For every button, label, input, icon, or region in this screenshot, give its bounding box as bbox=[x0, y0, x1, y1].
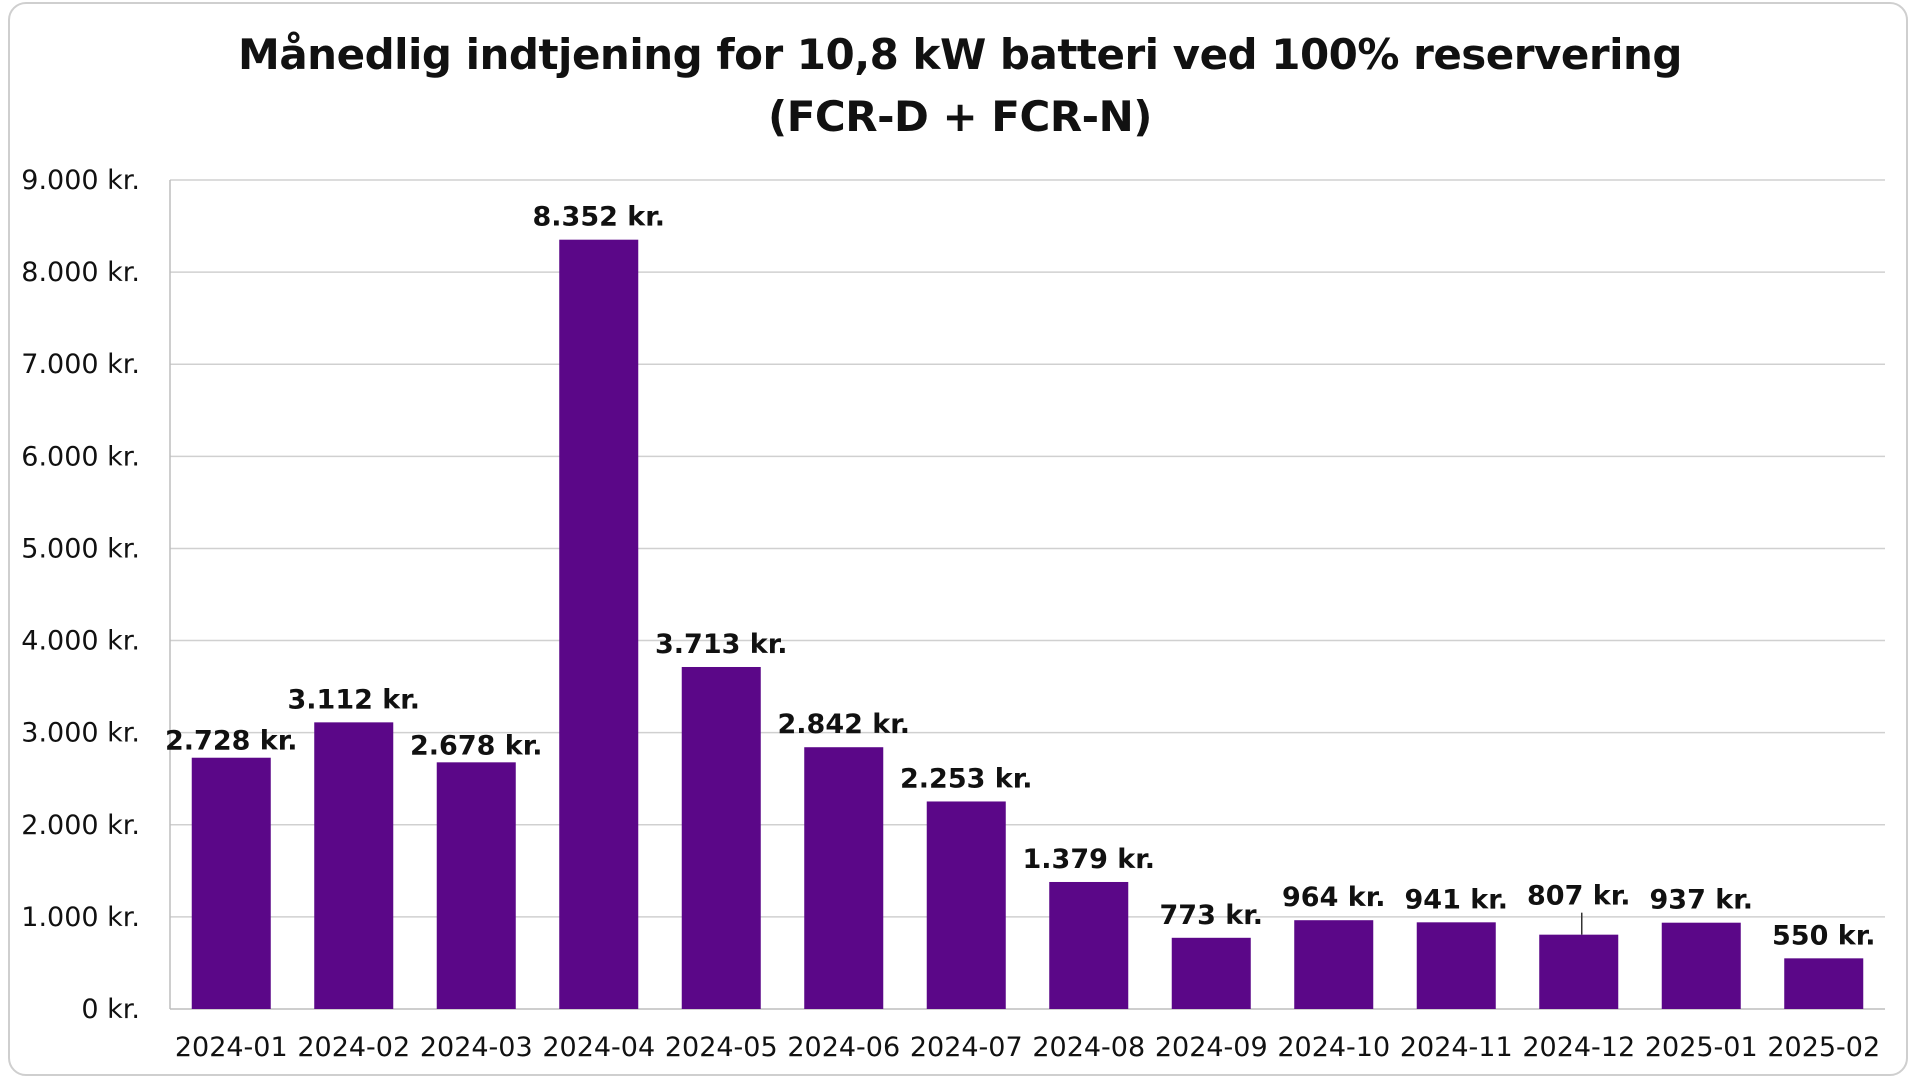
y-tick-label: 7.000 kr. bbox=[21, 349, 140, 380]
bar bbox=[1784, 958, 1864, 1009]
data-label: 1.379 kr. bbox=[1023, 844, 1155, 875]
bar bbox=[436, 762, 516, 1009]
x-tick-label: 2024-08 bbox=[1032, 1032, 1145, 1063]
data-label: 3.112 kr. bbox=[288, 684, 420, 715]
y-tick-label: 9.000 kr. bbox=[21, 165, 140, 196]
bar bbox=[1539, 934, 1619, 1009]
data-label: 2.728 kr. bbox=[165, 726, 297, 757]
data-label: 937 kr. bbox=[1650, 885, 1753, 916]
x-tick-label: 2025-01 bbox=[1645, 1032, 1758, 1063]
data-label: 964 kr. bbox=[1282, 882, 1385, 913]
data-label: 2.253 kr. bbox=[900, 763, 1032, 794]
data-label: 941 kr. bbox=[1405, 884, 1508, 915]
x-tick-label: 2024-05 bbox=[665, 1032, 778, 1063]
bar bbox=[559, 239, 639, 1010]
bars bbox=[191, 239, 1864, 1010]
x-tick-label: 2024-10 bbox=[1277, 1032, 1390, 1063]
y-tick-label: 4.000 kr. bbox=[21, 626, 140, 657]
data-label: 807 kr. bbox=[1527, 881, 1630, 912]
x-tick-label: 2024-06 bbox=[787, 1032, 900, 1063]
bar bbox=[1171, 937, 1251, 1009]
data-label: 550 kr. bbox=[1772, 920, 1875, 951]
x-tick-label: 2024-09 bbox=[1155, 1032, 1268, 1063]
bar bbox=[1416, 922, 1496, 1009]
bar bbox=[1049, 881, 1129, 1009]
bar bbox=[681, 666, 761, 1009]
data-label: 3.713 kr. bbox=[655, 629, 787, 660]
data-label: 2.842 kr. bbox=[778, 709, 910, 740]
x-tick-label: 2024-07 bbox=[910, 1032, 1023, 1063]
bar bbox=[1294, 920, 1374, 1009]
y-tick-label: 5.000 kr. bbox=[21, 533, 140, 564]
x-tick-label: 2025-02 bbox=[1767, 1032, 1880, 1063]
y-tick-label: 2.000 kr. bbox=[21, 810, 140, 841]
data-labels: 2.728 kr. 3.112 kr. 2.678 kr. 8.352 kr. 3.71… bbox=[165, 202, 1875, 952]
chart-title-line-1: Månedlig indtjening for 10,8 kW batteri … bbox=[238, 30, 1682, 79]
y-tick-label: 6.000 kr. bbox=[21, 441, 140, 472]
y-tick-label: 3.000 kr. bbox=[21, 718, 140, 749]
y-tick-label: 1.000 kr. bbox=[21, 902, 140, 933]
chart-title-line-2: (FCR-D + FCR-N) bbox=[768, 92, 1152, 141]
data-label: 773 kr. bbox=[1160, 900, 1263, 931]
x-tick-label: 2024-11 bbox=[1400, 1032, 1513, 1063]
bar bbox=[191, 757, 271, 1009]
data-label: 8.352 kr. bbox=[533, 202, 665, 233]
data-label: 2.678 kr. bbox=[410, 730, 542, 761]
y-axis-labels: 0 kr. 1.000 kr. 2.000 kr. 3.000 kr. 4.000 kr… bbox=[21, 165, 140, 1025]
bar bbox=[314, 722, 394, 1009]
y-tick-label: 0 kr. bbox=[81, 994, 140, 1025]
x-axis-labels: 2024-01 2024-02 2024-03 2024-04 2024-05 2024-… bbox=[175, 1032, 1880, 1063]
x-tick-label: 2024-01 bbox=[175, 1032, 288, 1063]
x-tick-label: 2024-03 bbox=[420, 1032, 533, 1063]
bar bbox=[926, 801, 1006, 1009]
x-tick-label: 2024-02 bbox=[297, 1032, 410, 1063]
y-tick-label: 8.000 kr. bbox=[21, 257, 140, 288]
bar bbox=[1661, 922, 1741, 1009]
bar bbox=[804, 747, 884, 1009]
x-tick-label: 2024-12 bbox=[1522, 1032, 1635, 1063]
x-tick-label: 2024-04 bbox=[542, 1032, 655, 1063]
